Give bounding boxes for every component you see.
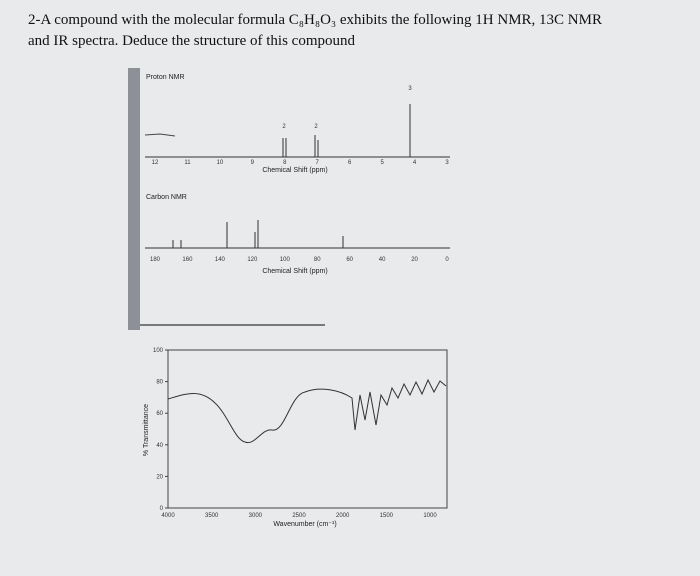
axis-label: % Transmittance (143, 404, 150, 456)
x-tick-label: 1500 (380, 513, 394, 519)
x-tick-label: 6 (348, 160, 352, 166)
y-tick-label: 20 (156, 474, 163, 480)
x-tick-label: 2500 (292, 513, 306, 519)
panel-title: Carbon NMR (146, 194, 187, 201)
x-tick-label: 9 (251, 160, 255, 166)
x-tick-label: 12 (152, 160, 159, 166)
x-tick-label: 3000 (249, 513, 263, 519)
x-tick-label: 0 (445, 257, 449, 263)
x-tick-label: 2000 (336, 513, 350, 519)
x-tick-label: 1000 (423, 513, 437, 519)
x-tick-label: 160 (182, 257, 193, 263)
axis-label: Chemical Shift (ppm) (262, 167, 327, 174)
tick-group: 4000 3500 3000 2500 2000 1500 1000 100 80 60 40 20 0 (153, 348, 437, 519)
x-tick-label: 20 (411, 257, 418, 263)
question-line: and IR spectra. Deduce the structure of … (28, 33, 355, 49)
integration: 2 (282, 124, 286, 130)
y-tick-label: 80 (156, 380, 163, 386)
x-tick-label: 80 (314, 257, 321, 263)
page-edge (128, 68, 140, 330)
y-tick-label: 60 (156, 411, 163, 417)
x-tick-label: 180 (150, 257, 161, 263)
x-tick-label: 60 (346, 257, 353, 263)
y-tick-label: 0 (160, 506, 164, 512)
tick-group: 12 11 10 9 8 7 6 5 4 3 (152, 160, 450, 166)
x-tick-label: 3500 (205, 513, 219, 519)
panel-title: Proton NMR (146, 74, 185, 81)
x-tick-label: 4 (413, 160, 417, 166)
x-tick-label: 4000 (161, 513, 175, 519)
ir-trace (167, 378, 447, 444)
integration: 3 (408, 86, 412, 92)
x-tick-label: 40 (379, 257, 386, 263)
x-tick-label: 120 (247, 257, 258, 263)
peaks (282, 104, 411, 157)
x-tick-label: 8 (283, 160, 287, 166)
x-tick-label: 3 (445, 160, 449, 166)
axis-label: Wavenumber (cm⁻¹) (273, 521, 336, 528)
tick-group: 180 160 140 120 100 80 60 40 20 0 (150, 257, 449, 263)
plot-frame (167, 349, 448, 509)
axis-label: Chemical Shift (ppm) (262, 268, 327, 275)
y-tick-label: 40 (156, 443, 163, 449)
x-tick-label: 7 (316, 160, 320, 166)
x-tick-label: 11 (184, 160, 191, 166)
x-tick-label: 5 (380, 160, 384, 166)
x-tick-label: 100 (280, 257, 291, 263)
peaks (172, 220, 344, 248)
y-tick-label: 100 (153, 348, 164, 354)
trace (144, 133, 176, 137)
x-tick-label: 140 (215, 257, 226, 263)
x-tick-label: 10 (217, 160, 224, 166)
integration: 2 (314, 124, 318, 130)
question-line: 2-A compound with the molecular formula … (28, 12, 602, 28)
